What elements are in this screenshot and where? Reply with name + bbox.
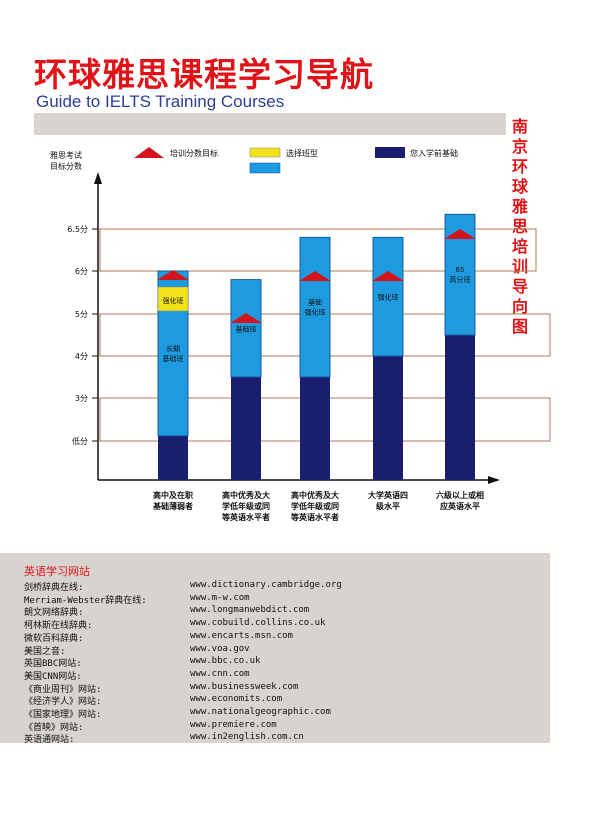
x-axis-arrow-icon — [488, 476, 500, 484]
x-tick-label: 高中及在职 — [153, 490, 193, 500]
class-label: 基础 — [308, 298, 322, 307]
legend-label: 选择班型 — [286, 148, 318, 158]
site-url-link[interactable]: www.premiere.com — [190, 719, 277, 730]
site-name: Merriam-Webster辞典在线: — [24, 595, 147, 606]
side-label-box — [506, 113, 550, 273]
x-tick-label: 应英语水平 — [440, 501, 480, 511]
red-triangle-icon — [134, 147, 164, 158]
y-tick-label: 6.5分 — [67, 225, 88, 234]
site-name: 剑桥辞典在线: — [24, 583, 84, 593]
site-name: 微软百科辞典: — [24, 633, 84, 644]
y-tick-label: 3分 — [75, 394, 88, 403]
footer-panel — [0, 553, 550, 743]
site-url-link[interactable]: www.nationalgeographic.com — [190, 707, 331, 717]
class-bar — [299, 236, 331, 378]
site-name: 《经济学人》网站: — [24, 697, 102, 708]
class-label: 高分班 — [450, 275, 471, 284]
x-tick-label: 学低年级或同 — [222, 501, 270, 511]
target-triangle — [157, 270, 189, 280]
target-triangle — [444, 229, 476, 239]
site-url-link[interactable]: www.bbc.co.uk — [190, 656, 261, 667]
target-triangle — [299, 271, 331, 281]
site-url-link[interactable]: www.cnn.com — [190, 668, 250, 679]
y-tick-label: 6分 — [75, 267, 88, 276]
page-title: 环球雅思课程学习导航 — [34, 55, 374, 94]
x-tick-label: 大学英语四 — [368, 490, 408, 500]
site-url-link[interactable]: www.businessweek.com — [190, 681, 299, 692]
class-bar — [230, 279, 262, 378]
class-label: 基础班 — [163, 354, 184, 363]
site-name: 英国BBC网站: — [24, 659, 82, 670]
site-url-link[interactable]: www.in2english.com.cn — [190, 732, 304, 743]
x-tick-label: 级水平 — [375, 501, 400, 511]
y-axis-label: 雅思考试 — [50, 150, 82, 160]
site-name: 《首映》网站: — [24, 722, 84, 733]
page-subtitle: Guide to IELTS Training Courses — [36, 92, 285, 111]
site-url-link[interactable]: www.m-w.com — [190, 592, 250, 603]
site-url-link[interactable]: www.longmanwebdict.com — [190, 605, 310, 616]
x-tick-label: 六级以上或相 — [436, 490, 484, 500]
base-bar — [231, 377, 261, 480]
footer-title: 英语学习网站 — [24, 565, 90, 578]
site-name: 英语通网站: — [24, 735, 75, 746]
x-tick-label: 学低年级或同 — [291, 501, 339, 511]
y-tick-label: 低分 — [72, 436, 88, 446]
base-bar — [300, 377, 330, 480]
site-url-link[interactable]: www.cobuild.collins.co.uk — [190, 618, 326, 629]
site-url-link[interactable]: www.economits.com — [190, 694, 283, 705]
x-tick-label: 高中优秀及大 — [291, 490, 339, 500]
class-label: 基础班 — [236, 324, 257, 333]
class-label: 65 — [456, 266, 465, 274]
x-tick-label: 等英语水平者 — [290, 512, 339, 522]
extra-class-bar — [157, 286, 189, 312]
x-tick-label: 高中优秀及大 — [222, 490, 270, 500]
class-label: 强化班 — [305, 308, 326, 317]
base-bar — [373, 356, 403, 480]
site-name: 美国之音: — [24, 646, 66, 657]
y-tick-label: 5分 — [75, 310, 88, 319]
class-label: 强化班 — [378, 293, 399, 302]
target-triangle — [372, 271, 404, 281]
y-axis-label: 目标分数 — [50, 161, 82, 171]
base-bar — [445, 335, 475, 480]
legend-label: 您入学前基础 — [410, 148, 458, 158]
site-url-link[interactable]: www.dictionary.cambridge.org — [190, 580, 342, 590]
extra-class-label: 强化班 — [163, 296, 184, 305]
site-name: 美国CNN网站: — [24, 671, 82, 682]
navy-bar-icon — [375, 147, 405, 158]
x-tick-label: 等英语水平者 — [221, 512, 270, 522]
site-name: 朗文网络辞典: — [24, 608, 84, 619]
header-band — [34, 113, 550, 135]
y-axis-arrow-icon — [94, 172, 102, 184]
site-url-link[interactable]: www.voa.gov — [190, 643, 250, 654]
site-name: 《国家地理》网站: — [24, 710, 102, 720]
class-bar — [372, 236, 404, 357]
side-label: 南京环球雅思培训导向图 — [511, 117, 528, 336]
yellow-bar-icon — [249, 147, 281, 158]
x-tick-label: 基础薄弱者 — [152, 501, 193, 511]
legend-label: 培训分数目标 — [170, 148, 218, 158]
y-tick-label: 4分 — [75, 352, 88, 361]
site-url-link[interactable]: www.encarts.msn.com — [190, 630, 293, 641]
target-triangle — [230, 313, 262, 323]
cyan-bar-icon — [249, 162, 281, 174]
class-label: 长期 — [166, 344, 180, 353]
site-name: 《商业周刊》网站: — [24, 684, 102, 695]
site-name: 柯林斯在线辞典: — [24, 621, 93, 632]
